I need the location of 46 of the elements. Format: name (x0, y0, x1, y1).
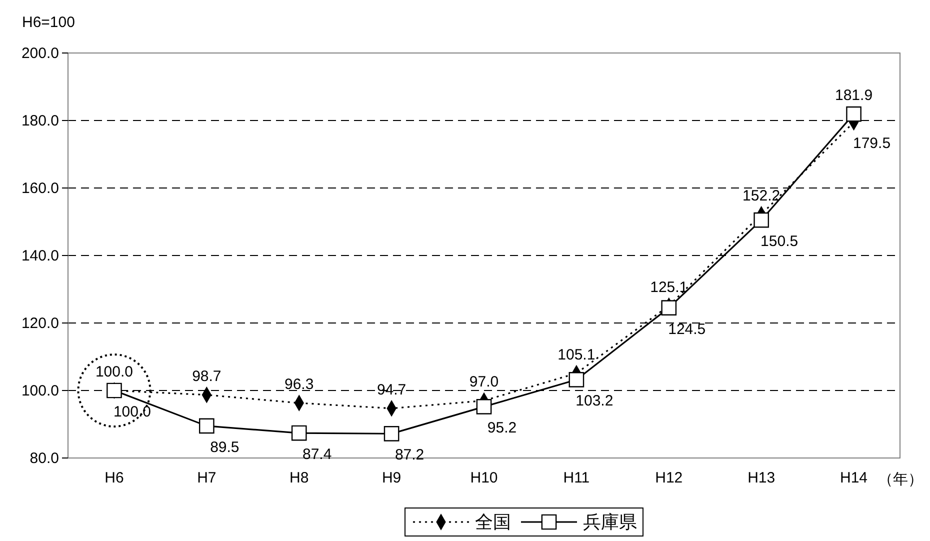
y-tick-label: 120.0 (21, 314, 59, 332)
point (661, 300, 677, 316)
point (846, 106, 862, 122)
x-tick-label: H7 (197, 470, 216, 487)
point (568, 372, 584, 388)
y-tick-label: 160.0 (21, 180, 59, 197)
data-label: 179.5 (853, 135, 891, 152)
x-tick-label: H14 (840, 470, 868, 487)
data-label: 98.7 (192, 368, 222, 385)
x-tick-label: H13 (748, 470, 776, 487)
data-label: 105.1 (558, 346, 596, 364)
x-tick-label: H8 (290, 470, 309, 487)
data-label: 89.5 (210, 438, 240, 456)
x-tick-label: H12 (655, 470, 683, 487)
chart-subtitle: H6=100 (22, 14, 75, 31)
data-label: 181.9 (835, 87, 873, 104)
data-label: 100.0 (113, 404, 151, 420)
x-tick-label: H9 (382, 470, 402, 487)
y-tick-label: 140.0 (21, 247, 59, 264)
data-label: 87.4 (302, 446, 332, 464)
y-tick-label: 180.0 (21, 112, 59, 130)
legend-label: 兵庫県 (583, 512, 637, 532)
data-label: 96.3 (284, 376, 314, 393)
y-tick-label: 200.0 (21, 44, 59, 62)
y-tick-label: 100.0 (21, 382, 59, 400)
point (198, 418, 214, 434)
data-label: 97.0 (469, 374, 499, 391)
data-label: 124.5 (668, 320, 706, 338)
x-tick-label: H6 (104, 470, 124, 487)
point (754, 212, 770, 228)
point (476, 399, 492, 414)
point (291, 425, 307, 441)
data-label: 150.5 (760, 233, 798, 250)
data-label: 87.2 (394, 446, 424, 464)
point (384, 426, 400, 442)
x-tick-label: H11 (563, 470, 590, 487)
point (106, 382, 122, 398)
data-label: 95.2 (487, 420, 517, 437)
y-tick-label: 80.0 (30, 450, 59, 467)
legend-label: 全国 (475, 512, 511, 532)
x-axis-title: （年） (878, 471, 923, 488)
x-tick-label: H10 (470, 470, 498, 487)
data-label: 125.1 (650, 278, 688, 296)
data-label: 152.2 (742, 187, 780, 204)
data-label: 103.2 (576, 392, 614, 410)
data-label: 100.0 (95, 364, 133, 380)
